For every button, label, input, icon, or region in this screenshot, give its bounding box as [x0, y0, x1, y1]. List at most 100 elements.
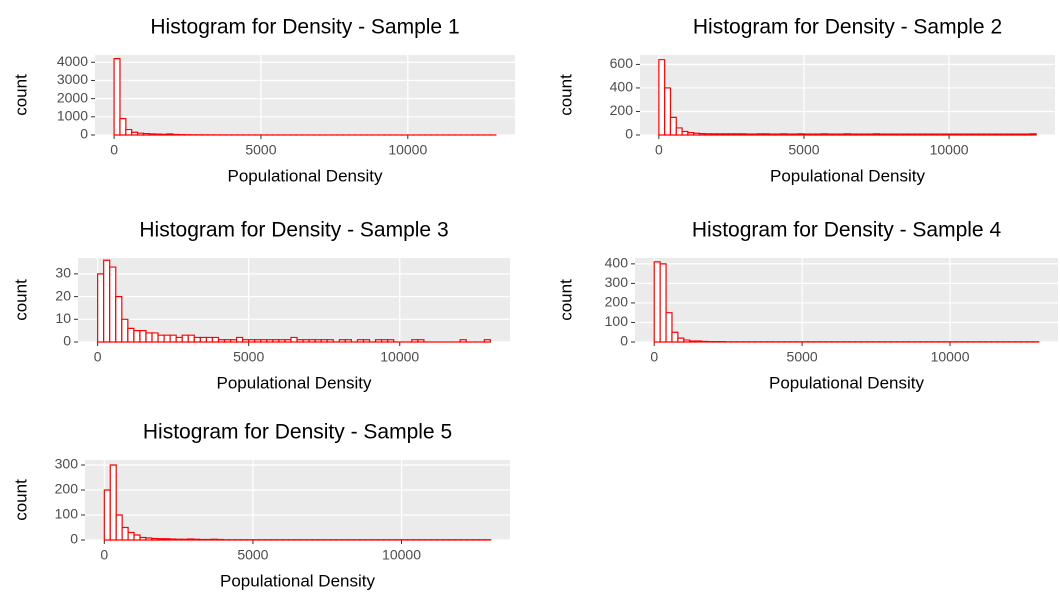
- histogram-bar: [181, 334, 189, 343]
- histogram-bar: [121, 526, 129, 541]
- histogram-bar: [677, 337, 685, 343]
- chart-title: Histogram for Density - Sample 2: [693, 16, 1002, 39]
- histogram-bar: [756, 133, 764, 136]
- histogram-bar: [867, 133, 875, 136]
- x-axis-label: Populational Density: [217, 373, 372, 392]
- histogram-bar: [1006, 133, 1014, 136]
- histogram-bar: [266, 339, 274, 343]
- histogram-bar: [127, 327, 135, 343]
- histogram-bar: [127, 531, 135, 541]
- histogram-bar: [902, 133, 910, 136]
- plot-background: [640, 55, 1055, 135]
- histogram-bar: [326, 339, 334, 343]
- histogram-bar: [356, 339, 365, 343]
- histogram-bar: [136, 132, 145, 136]
- y-tick-label: 0: [63, 333, 71, 349]
- y-tick-label: 100: [55, 506, 79, 522]
- chart-title: Histogram for Density - Sample 1: [150, 16, 459, 39]
- histogram-bar: [745, 133, 753, 136]
- histogram-bar: [151, 537, 159, 541]
- histogram-bar: [145, 537, 153, 541]
- x-axis-label: Populational Density: [228, 166, 383, 185]
- histogram-bar: [113, 58, 121, 136]
- histogram-bar: [381, 339, 389, 343]
- chart-title: Histogram for Density - Sample 3: [139, 219, 448, 242]
- y-tick-label: 300: [605, 274, 629, 290]
- y-tick-label: 600: [610, 55, 634, 71]
- histogram-bar: [362, 339, 371, 343]
- histogram-bar: [983, 133, 991, 136]
- y-tick-label: 0: [625, 126, 633, 142]
- histogram-bar: [166, 133, 174, 136]
- histogram-bar: [121, 318, 129, 343]
- histogram-bar: [223, 339, 232, 343]
- histogram-bar: [103, 489, 111, 541]
- histogram-bar: [695, 340, 703, 343]
- x-tick-label: 0: [94, 349, 102, 365]
- histogram-bar: [160, 133, 168, 136]
- histogram-bar: [1018, 133, 1026, 136]
- histogram-bar: [716, 133, 724, 136]
- histogram-bar: [659, 263, 667, 343]
- histogram-bar: [665, 312, 673, 343]
- histogram-bar: [954, 133, 962, 136]
- y-axis-label: count: [11, 279, 30, 321]
- histogram-bar: [154, 133, 162, 136]
- histogram-bar: [193, 336, 201, 343]
- histogram-bar: [936, 133, 944, 136]
- plot-background: [95, 55, 515, 135]
- histogram-bar: [700, 340, 709, 343]
- histogram-bar: [977, 133, 985, 136]
- y-tick-label: 4000: [57, 53, 88, 69]
- chart-title: Histogram for Density - Sample 4: [692, 219, 1002, 242]
- x-tick-label: 5000: [237, 547, 268, 563]
- histogram-bar: [704, 133, 712, 136]
- histogram-bar: [109, 266, 117, 343]
- y-tick-label: 3000: [57, 71, 88, 87]
- histogram-bar: [175, 336, 183, 343]
- histogram-bar: [302, 339, 310, 343]
- histogram-bar: [878, 133, 886, 136]
- x-tick-label: 10000: [388, 142, 427, 158]
- histogram-bar: [248, 339, 256, 343]
- histogram-bar: [180, 538, 189, 541]
- histogram-bar: [320, 339, 328, 343]
- histogram-bar: [1012, 133, 1020, 136]
- histogram-bar: [727, 133, 735, 136]
- histogram-bar: [814, 133, 822, 136]
- histogram-bar: [797, 133, 805, 136]
- histogram-bar: [826, 133, 834, 136]
- histogram-bar: [338, 339, 346, 343]
- histogram-bar: [131, 131, 139, 136]
- histogram-bar: [710, 133, 718, 136]
- histogram-bar: [163, 334, 171, 343]
- histogram-bar: [210, 538, 218, 541]
- histogram-bar: [669, 116, 677, 136]
- y-axis-label: count: [556, 279, 575, 321]
- y-tick-label: 400: [610, 79, 634, 95]
- histogram-bar: [919, 133, 927, 136]
- x-tick-label: 10000: [380, 349, 419, 365]
- histogram-bar: [308, 339, 316, 343]
- histogram-bar: [216, 538, 224, 541]
- x-axis-label: Populational Density: [769, 373, 924, 392]
- histogram-bar: [913, 133, 921, 136]
- histogram-bar: [387, 339, 395, 343]
- x-tick-label: 10000: [931, 349, 970, 365]
- plot-background: [635, 258, 1058, 342]
- histogram-bar: [843, 133, 852, 136]
- x-tick-label: 0: [650, 349, 658, 365]
- x-tick-label: 5000: [233, 349, 264, 365]
- histogram-bar: [163, 538, 171, 541]
- x-tick-label: 5000: [245, 142, 276, 158]
- histogram-bar: [115, 295, 123, 343]
- histogram-bar: [931, 133, 939, 136]
- histogram-bar: [803, 133, 811, 136]
- histogram-bar: [820, 133, 828, 136]
- histogram-bar: [139, 536, 147, 541]
- histogram-bar: [989, 133, 997, 136]
- y-tick-label: 0: [620, 333, 628, 349]
- histogram-bar: [675, 127, 683, 136]
- histogram-bar: [187, 334, 195, 343]
